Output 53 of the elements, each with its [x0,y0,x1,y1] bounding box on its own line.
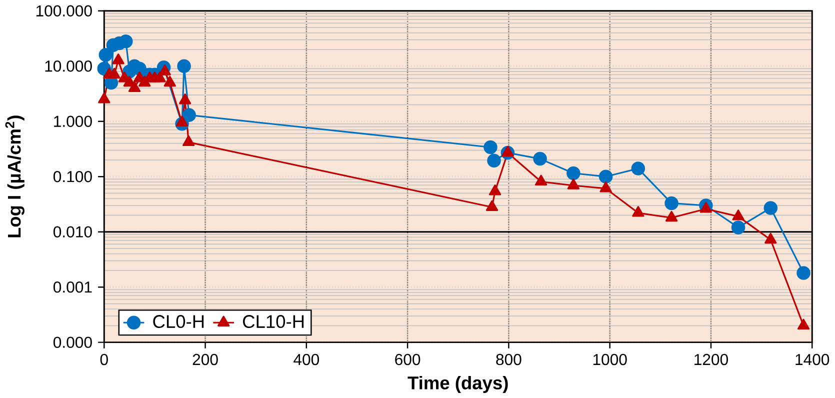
x-tick-label: 1000 [593,354,627,366]
point [182,135,195,146]
point [176,116,188,126]
point [178,93,192,104]
point [128,81,141,92]
y-tick-label: 0.001 [53,281,92,293]
x-tick-label: 200 [192,354,218,366]
point [158,64,171,76]
point [118,34,133,48]
point [764,200,778,215]
y-tick-label: 0.100 [53,170,92,182]
x-tick-label: 1200 [694,354,728,366]
x-tick-label: 1400 [796,354,830,366]
x-axis-title: Time (days) [408,376,508,393]
point [484,140,498,154]
point [164,76,176,86]
point [665,210,678,222]
point [534,174,548,186]
point [487,154,501,168]
legend-label: CL0-H [153,314,204,328]
point [598,170,613,184]
y-axis-title: Log I (µA/cm$^{2}$) [5,115,24,238]
point [700,202,712,213]
point [533,152,547,166]
point [98,48,113,62]
point [764,232,777,244]
point [486,200,498,211]
x-tick-label: 400 [294,354,320,366]
point [112,53,124,64]
point [797,318,810,330]
point [177,59,191,73]
point [502,146,514,156]
x-tick-label: 800 [496,354,522,366]
point [567,178,580,190]
point [182,108,196,122]
y-tick-label: 10.000 [45,60,92,72]
point [796,266,810,280]
y-tick-label: 1.000 [54,116,92,127]
point [731,220,746,234]
legend-label: CL10-H [243,314,304,328]
point [632,206,644,217]
x-tick-label: 0 [100,354,108,366]
y-tick-label: 0.000 [53,336,92,348]
y-tick-label: 0.010 [53,226,92,238]
point [488,184,502,196]
point [600,181,612,192]
point [732,209,744,220]
point [566,166,580,180]
x-tick-label: 600 [395,354,420,366]
point [631,162,646,176]
y-tick-label: 100.000 [36,5,92,16]
point [98,92,110,104]
point [664,196,678,210]
